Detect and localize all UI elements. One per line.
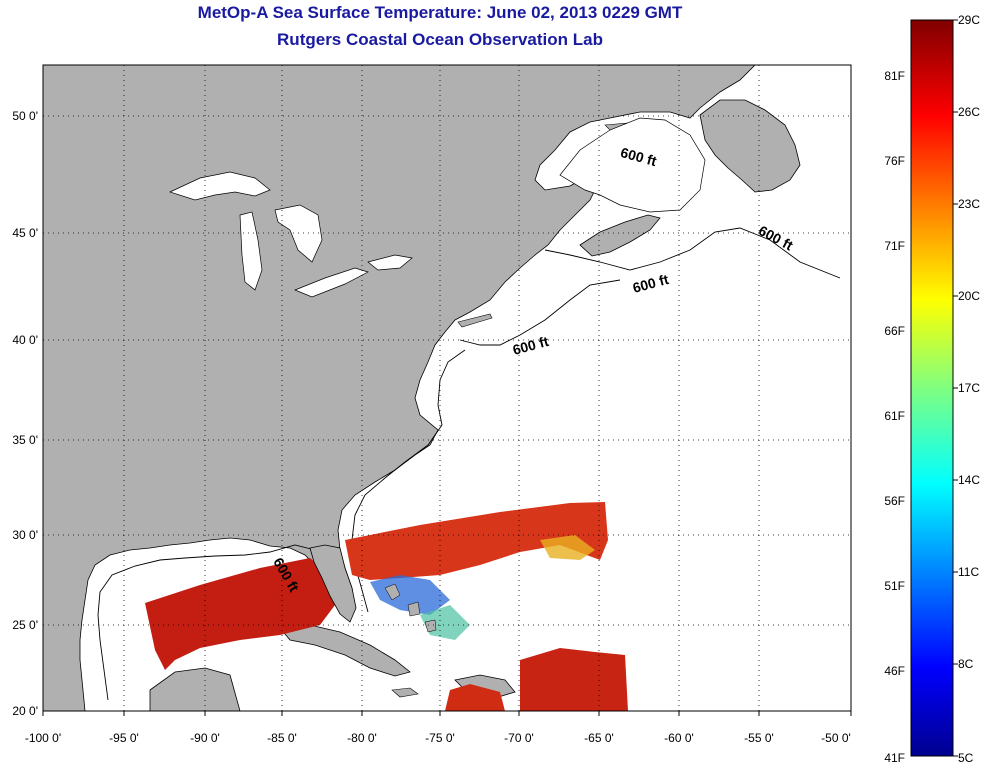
lat-tick-label: 30 0' [12, 528, 38, 542]
lon-tick-label: -75 0' [425, 731, 455, 745]
map-frame [42, 64, 852, 712]
contour-600ft-east [459, 279, 621, 346]
lat-tick-label: 40 0' [12, 333, 38, 347]
lon-tick-label: -85 0' [267, 731, 297, 745]
colorbar-celsius-labels: 29C 26C 23C 20C 17C 14C 11C 8C 5C [958, 13, 980, 765]
lon-tick-label: -55 0' [744, 731, 774, 745]
colorbar-fahrenheit-labels: 81F 76F 71F 66F 61F 56F 51F 46F 41F [884, 69, 905, 765]
lat-tick-label: 20 0' [12, 704, 38, 718]
lake-huron [274, 204, 323, 263]
map-subtitle: Rutgers Coastal Ocean Observation Lab [277, 30, 603, 49]
gulf-st-lawrence-water [559, 117, 706, 213]
land-florida [309, 544, 357, 623]
sst-swath-gulf [145, 558, 335, 670]
lon-tick-label: -60 0' [664, 731, 694, 745]
sst-swath-atlantic [345, 502, 608, 580]
lat-tick-label: 35 0' [12, 433, 38, 447]
sst-mid-patch [540, 535, 595, 560]
land-north-america [43, 65, 756, 711]
colorbar-celsius-label: 5C [958, 751, 974, 765]
colorbar-fahrenheit-label: 71F [884, 239, 905, 253]
sst-patch-south [520, 648, 628, 711]
colorbar-celsius-label: 20C [958, 289, 980, 303]
colorbar-fahrenheit-label: 41F [884, 751, 905, 765]
land-long-island [457, 313, 493, 328]
lake-superior [169, 171, 271, 201]
land-jamaica [391, 687, 419, 698]
lon-tick-label: -90 0' [190, 731, 220, 745]
lon-tick-label: -80 0' [347, 731, 377, 745]
colorbar-celsius-label: 8C [958, 657, 974, 671]
lake-erie [294, 267, 369, 298]
contour-600ft-gulf [97, 544, 331, 701]
colorbar-celsius-label: 26C [958, 105, 980, 119]
land-yucatan [149, 667, 241, 711]
sst-colorbar [910, 19, 954, 757]
colorbar-celsius-label: 11C [958, 565, 979, 579]
colorbar-fahrenheit-label: 56F [884, 494, 905, 508]
lat-tick-label: 25 0' [12, 618, 38, 632]
sst-cool-patch-2 [420, 605, 470, 640]
colorbar-fahrenheit-label: 51F [884, 579, 905, 593]
sst-patch-caribbean [445, 684, 505, 711]
map-title: MetOp-A Sea Surface Temperature: June 02… [197, 3, 683, 22]
colorbar-fahrenheit-label: 66F [884, 324, 905, 338]
colorbar-ticks [953, 19, 958, 757]
sst-cool-patch [370, 575, 450, 615]
colorbar-fahrenheit-label: 76F [884, 154, 905, 168]
lon-tick-label: -50 0' [821, 731, 851, 745]
colorbar-celsius-label: 23C [958, 197, 980, 211]
land-cuba [279, 624, 411, 677]
lon-tick-label: -65 0' [584, 731, 614, 745]
longitude-labels: -100 0' -95 0' -90 0' -85 0' -80 0' -75 … [25, 731, 851, 745]
colorbar-celsius-label: 14C [958, 473, 980, 487]
lake-ontario [367, 254, 413, 271]
lon-tick-label: -70 0' [504, 731, 534, 745]
land-bahamas [384, 583, 437, 633]
contour-600ft-north [544, 227, 841, 279]
colorbar-fahrenheit-label: 81F [884, 69, 905, 83]
lon-tick-label: -100 0' [25, 731, 61, 745]
latitude-labels: 20 0' 25 0' 30 0' 35 0' 40 0' 45 0' 50 0… [12, 109, 38, 718]
colorbar-fahrenheit-label: 61F [884, 409, 905, 423]
lat-tick-label: 50 0' [12, 109, 38, 123]
land-newfoundland [699, 99, 801, 193]
colorbar-fahrenheit-label: 46F [884, 664, 905, 678]
colorbar-celsius-label: 17C [958, 381, 980, 395]
lon-tick-label: -95 0' [109, 731, 139, 745]
axis-ticks [42, 711, 852, 716]
colorbar-celsius-label: 29C [958, 13, 980, 27]
land-nova-scotia [579, 214, 661, 257]
lake-michigan [239, 211, 263, 291]
lat-tick-label: 45 0' [12, 226, 38, 240]
